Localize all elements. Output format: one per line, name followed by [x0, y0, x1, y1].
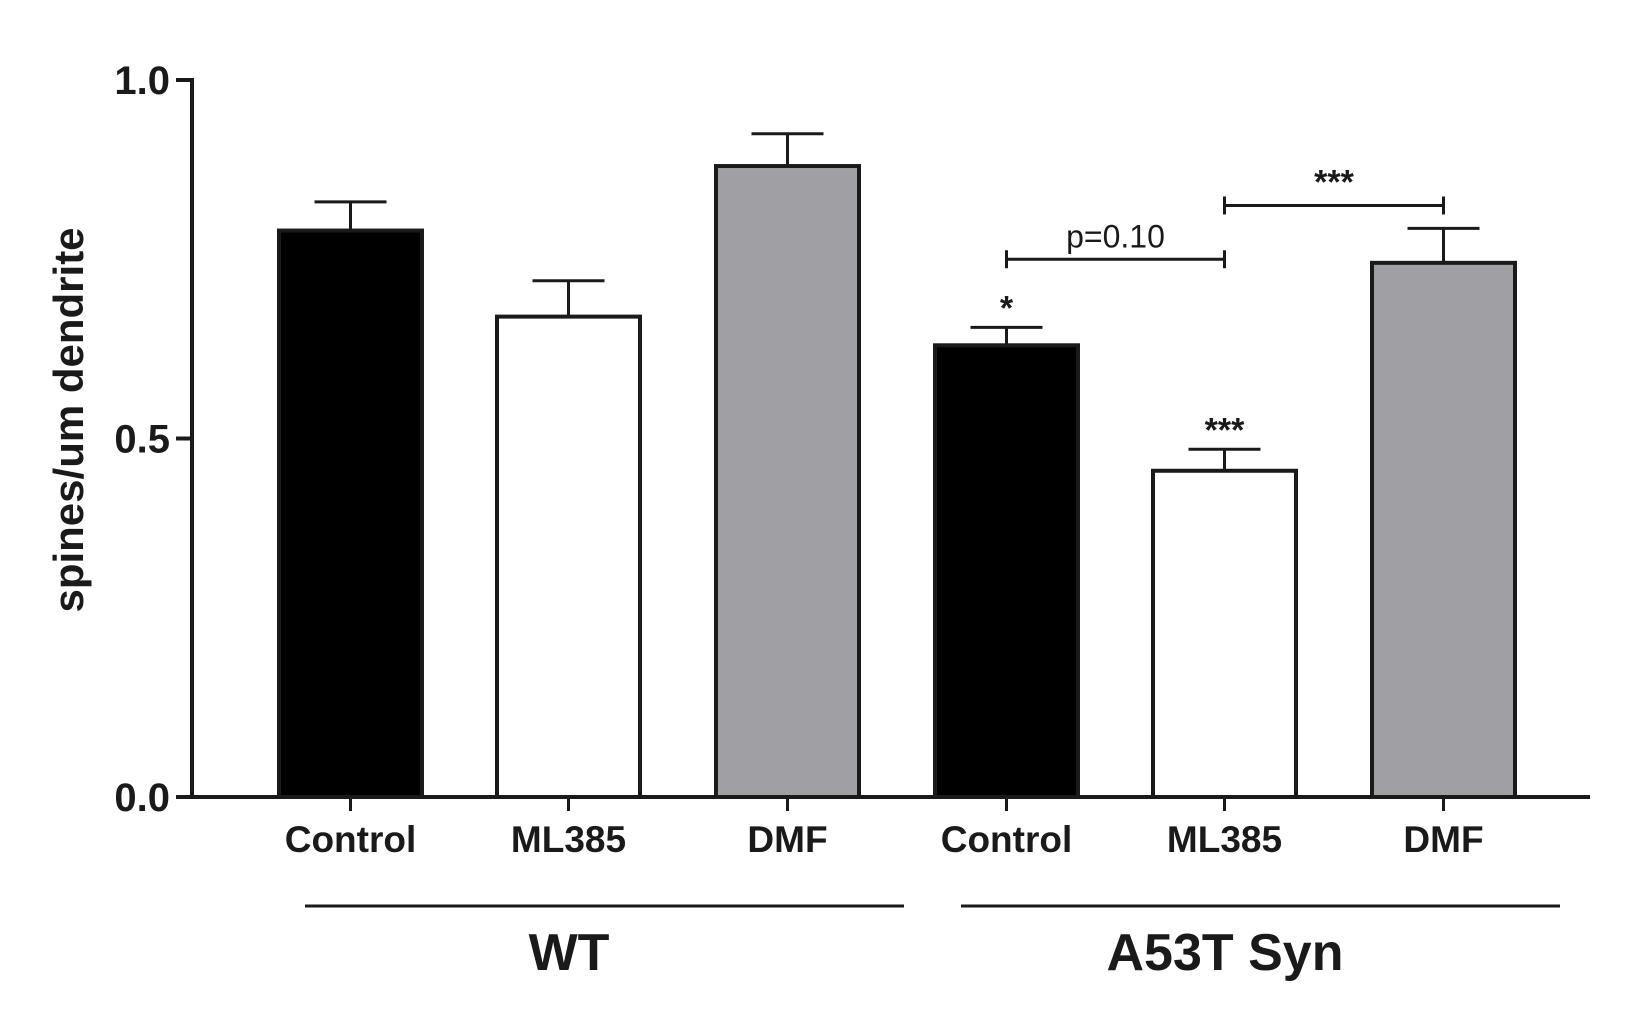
comparison-label: *** [1314, 163, 1354, 201]
group-label: WT [529, 924, 610, 982]
significance-marker: * [1000, 289, 1014, 327]
x-tick-label: ML385 [1167, 819, 1282, 860]
x-tick-label: Control [941, 819, 1073, 860]
y-tick-label: 1.0 [114, 59, 170, 103]
significance-marker: *** [1205, 411, 1245, 449]
x-tick-label: Control [285, 819, 417, 860]
bar [1151, 468, 1298, 799]
bar [1370, 260, 1517, 799]
y-axis-title: spines/um dendrite [45, 227, 92, 612]
y-tick-label: 0.5 [114, 418, 170, 462]
bar [714, 164, 861, 800]
bar [277, 228, 424, 799]
x-tick-label: DMF [1403, 819, 1483, 860]
x-tick-label: ML385 [511, 819, 626, 860]
bar [933, 343, 1080, 799]
group-label: A53T Syn [1107, 924, 1344, 982]
plot-area: 0.0 0.5 1.0 Control ML385 DMF Control ML385 DMF *… [114, 59, 1590, 982]
comparison-label: p=0.10 [1066, 218, 1165, 254]
x-tick-label: DMF [747, 819, 827, 860]
y-tick-label: 0.0 [114, 776, 170, 820]
bar [495, 314, 642, 799]
